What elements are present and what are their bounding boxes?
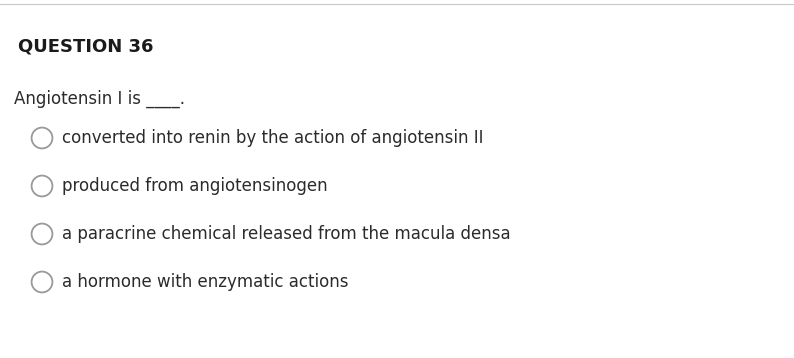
Text: produced from angiotensinogen: produced from angiotensinogen — [62, 177, 328, 195]
Text: a paracrine chemical released from the macula densa: a paracrine chemical released from the m… — [62, 225, 511, 243]
Point — [36, 279, 48, 285]
Point — [36, 231, 48, 237]
Text: QUESTION 36: QUESTION 36 — [18, 38, 153, 56]
Text: a hormone with enzymatic actions: a hormone with enzymatic actions — [62, 273, 349, 291]
Point — [36, 183, 48, 189]
Point — [36, 135, 48, 141]
Text: converted into renin by the action of angiotensin II: converted into renin by the action of an… — [62, 129, 484, 147]
Text: Angiotensin I is ____.: Angiotensin I is ____. — [14, 90, 185, 108]
